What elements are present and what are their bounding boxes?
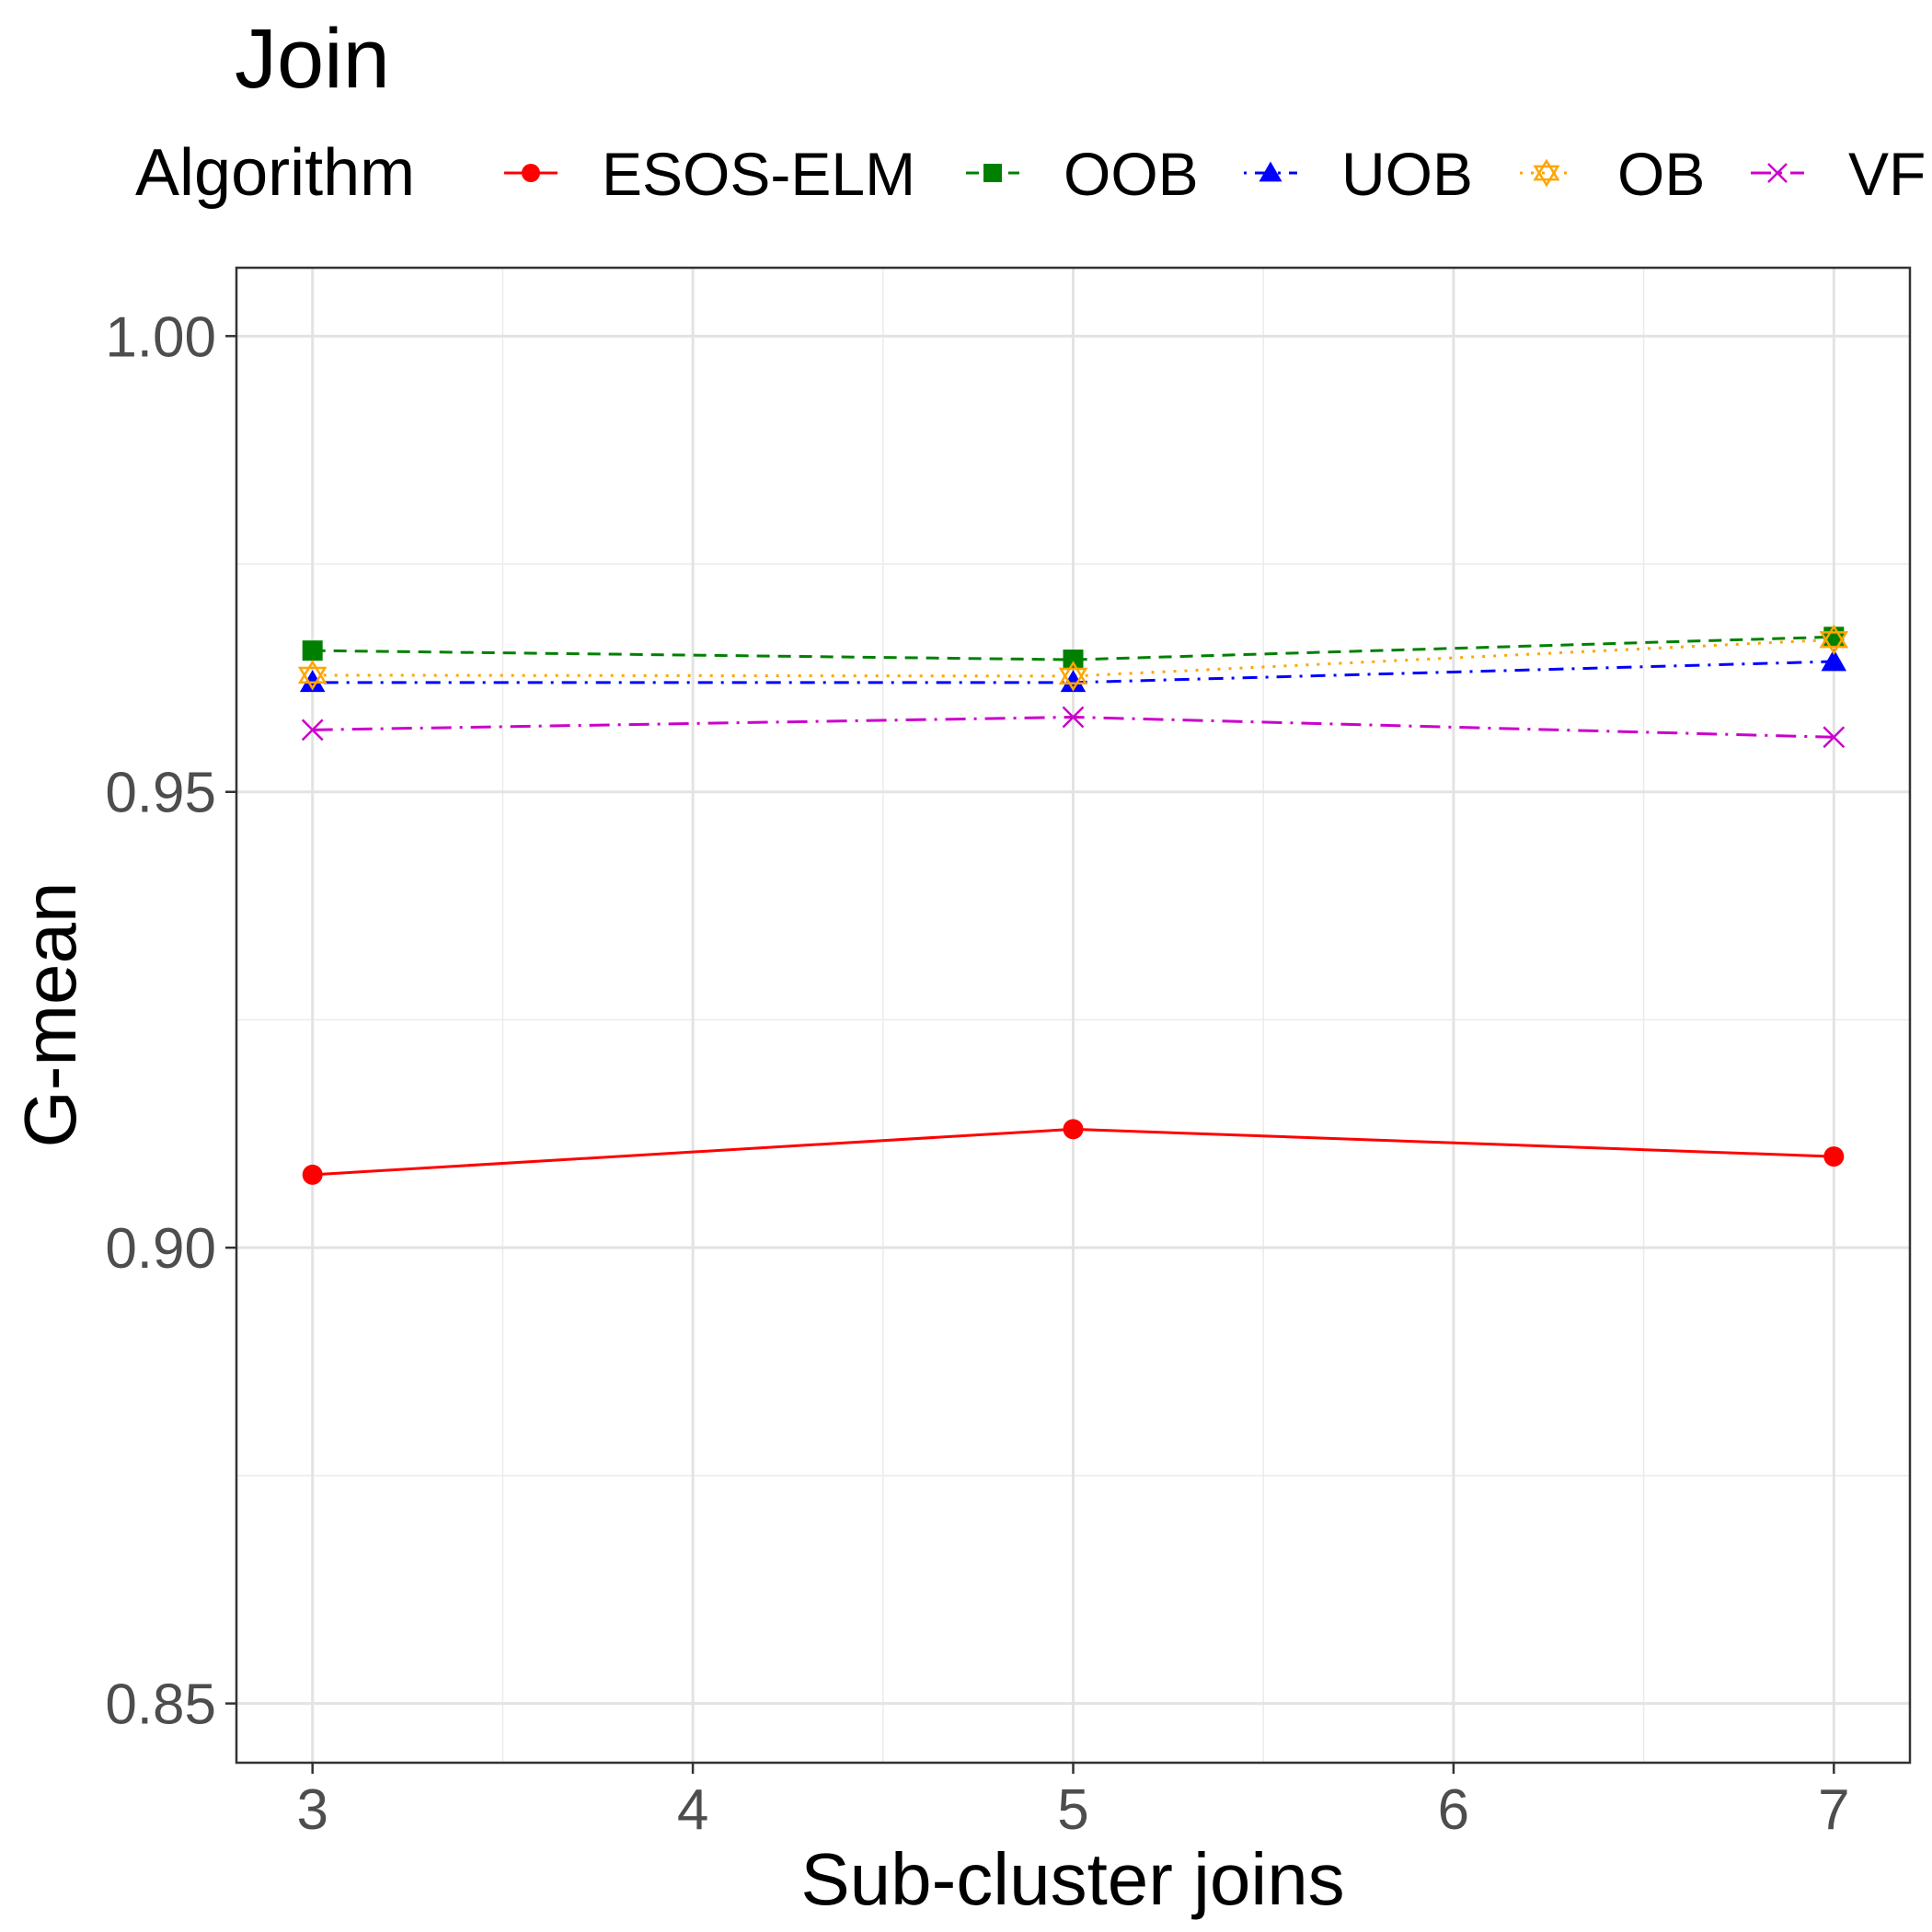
legend: Algorithm ESOS-ELM OOB UOB OB VF <box>135 136 1926 210</box>
data-point-oob <box>302 640 323 661</box>
data-point-vf <box>1062 706 1085 729</box>
y-tick-label: 0.85 <box>105 1673 216 1737</box>
legend-item-uob: UOB <box>1244 140 1473 208</box>
plot-panel <box>235 266 1912 1765</box>
y-axis: 0.85 0.90 0.95 1.00 <box>105 305 236 1737</box>
legend-key-marker <box>1767 163 1788 183</box>
data-point-ob-down <box>1819 631 1849 655</box>
data-point-ob <box>1058 661 1088 692</box>
data-point-ob-up <box>297 660 328 684</box>
legend-item-ob: OB <box>1520 140 1705 208</box>
y-tick-label: 1.00 <box>105 305 216 369</box>
legend-item-oob: OOB <box>966 140 1199 208</box>
grid-major <box>236 268 1910 1763</box>
legend-key-marker-up <box>1533 158 1560 181</box>
data-point-ob <box>1819 624 1849 655</box>
legend-key-marker-b <box>1767 163 1788 183</box>
data-point-vf <box>301 719 324 742</box>
legend-item-esos-elm: ESOS-ELM <box>504 140 915 208</box>
data-point-vf-b <box>301 719 324 742</box>
data-point-vf-b <box>1823 726 1846 749</box>
x-tick-label: 5 <box>1057 1778 1088 1842</box>
legend-item-vf: VF <box>1751 140 1926 208</box>
x-axis: 3 4 5 6 7 <box>296 1763 1850 1842</box>
legend-label: OB <box>1617 140 1705 208</box>
data-point-oob <box>1063 650 1084 671</box>
legend-key-marker <box>1533 158 1560 188</box>
legend-key-marker-down <box>1533 165 1560 188</box>
data-point-esos-elm <box>302 1164 323 1185</box>
chart-title: Join <box>235 12 390 106</box>
data-point-esos-elm <box>1063 1119 1084 1140</box>
data-point-uob <box>1060 670 1087 693</box>
data-point-ob-down <box>1058 667 1088 692</box>
data-point-ob-down <box>297 666 328 691</box>
legend-title: Algorithm <box>135 136 415 210</box>
legend-items: ESOS-ELM OOB UOB OB VF <box>504 140 1926 208</box>
legend-label: OOB <box>1064 140 1199 208</box>
data-point-ob-up <box>1058 661 1088 685</box>
legend-key-marker <box>983 164 1002 182</box>
legend-label: VF <box>1848 140 1926 208</box>
x-tick-label: 4 <box>677 1778 708 1842</box>
x-tick-label: 7 <box>1818 1778 1849 1842</box>
y-tick-label: 0.95 <box>105 762 216 825</box>
x-tick-label: 6 <box>1438 1778 1469 1842</box>
x-tick-label: 3 <box>296 1778 328 1842</box>
series-markers <box>297 624 1849 1185</box>
legend-label: ESOS-ELM <box>602 140 915 208</box>
data-point-ob <box>297 660 328 691</box>
legend-key-marker <box>1259 161 1282 182</box>
data-point-esos-elm <box>1823 1146 1845 1167</box>
data-point-uob <box>299 670 326 693</box>
y-axis-label: G-mean <box>9 882 91 1148</box>
data-point-vf-b <box>1062 706 1085 729</box>
x-axis-label: Sub-cluster joins <box>800 1838 1344 1920</box>
data-point-ob-up <box>1819 624 1849 649</box>
legend-label: UOB <box>1341 140 1473 208</box>
data-point-vf <box>1823 726 1846 749</box>
legend-key-marker <box>522 164 540 182</box>
data-point-uob <box>1821 649 1847 672</box>
y-tick-label: 0.90 <box>105 1217 216 1281</box>
